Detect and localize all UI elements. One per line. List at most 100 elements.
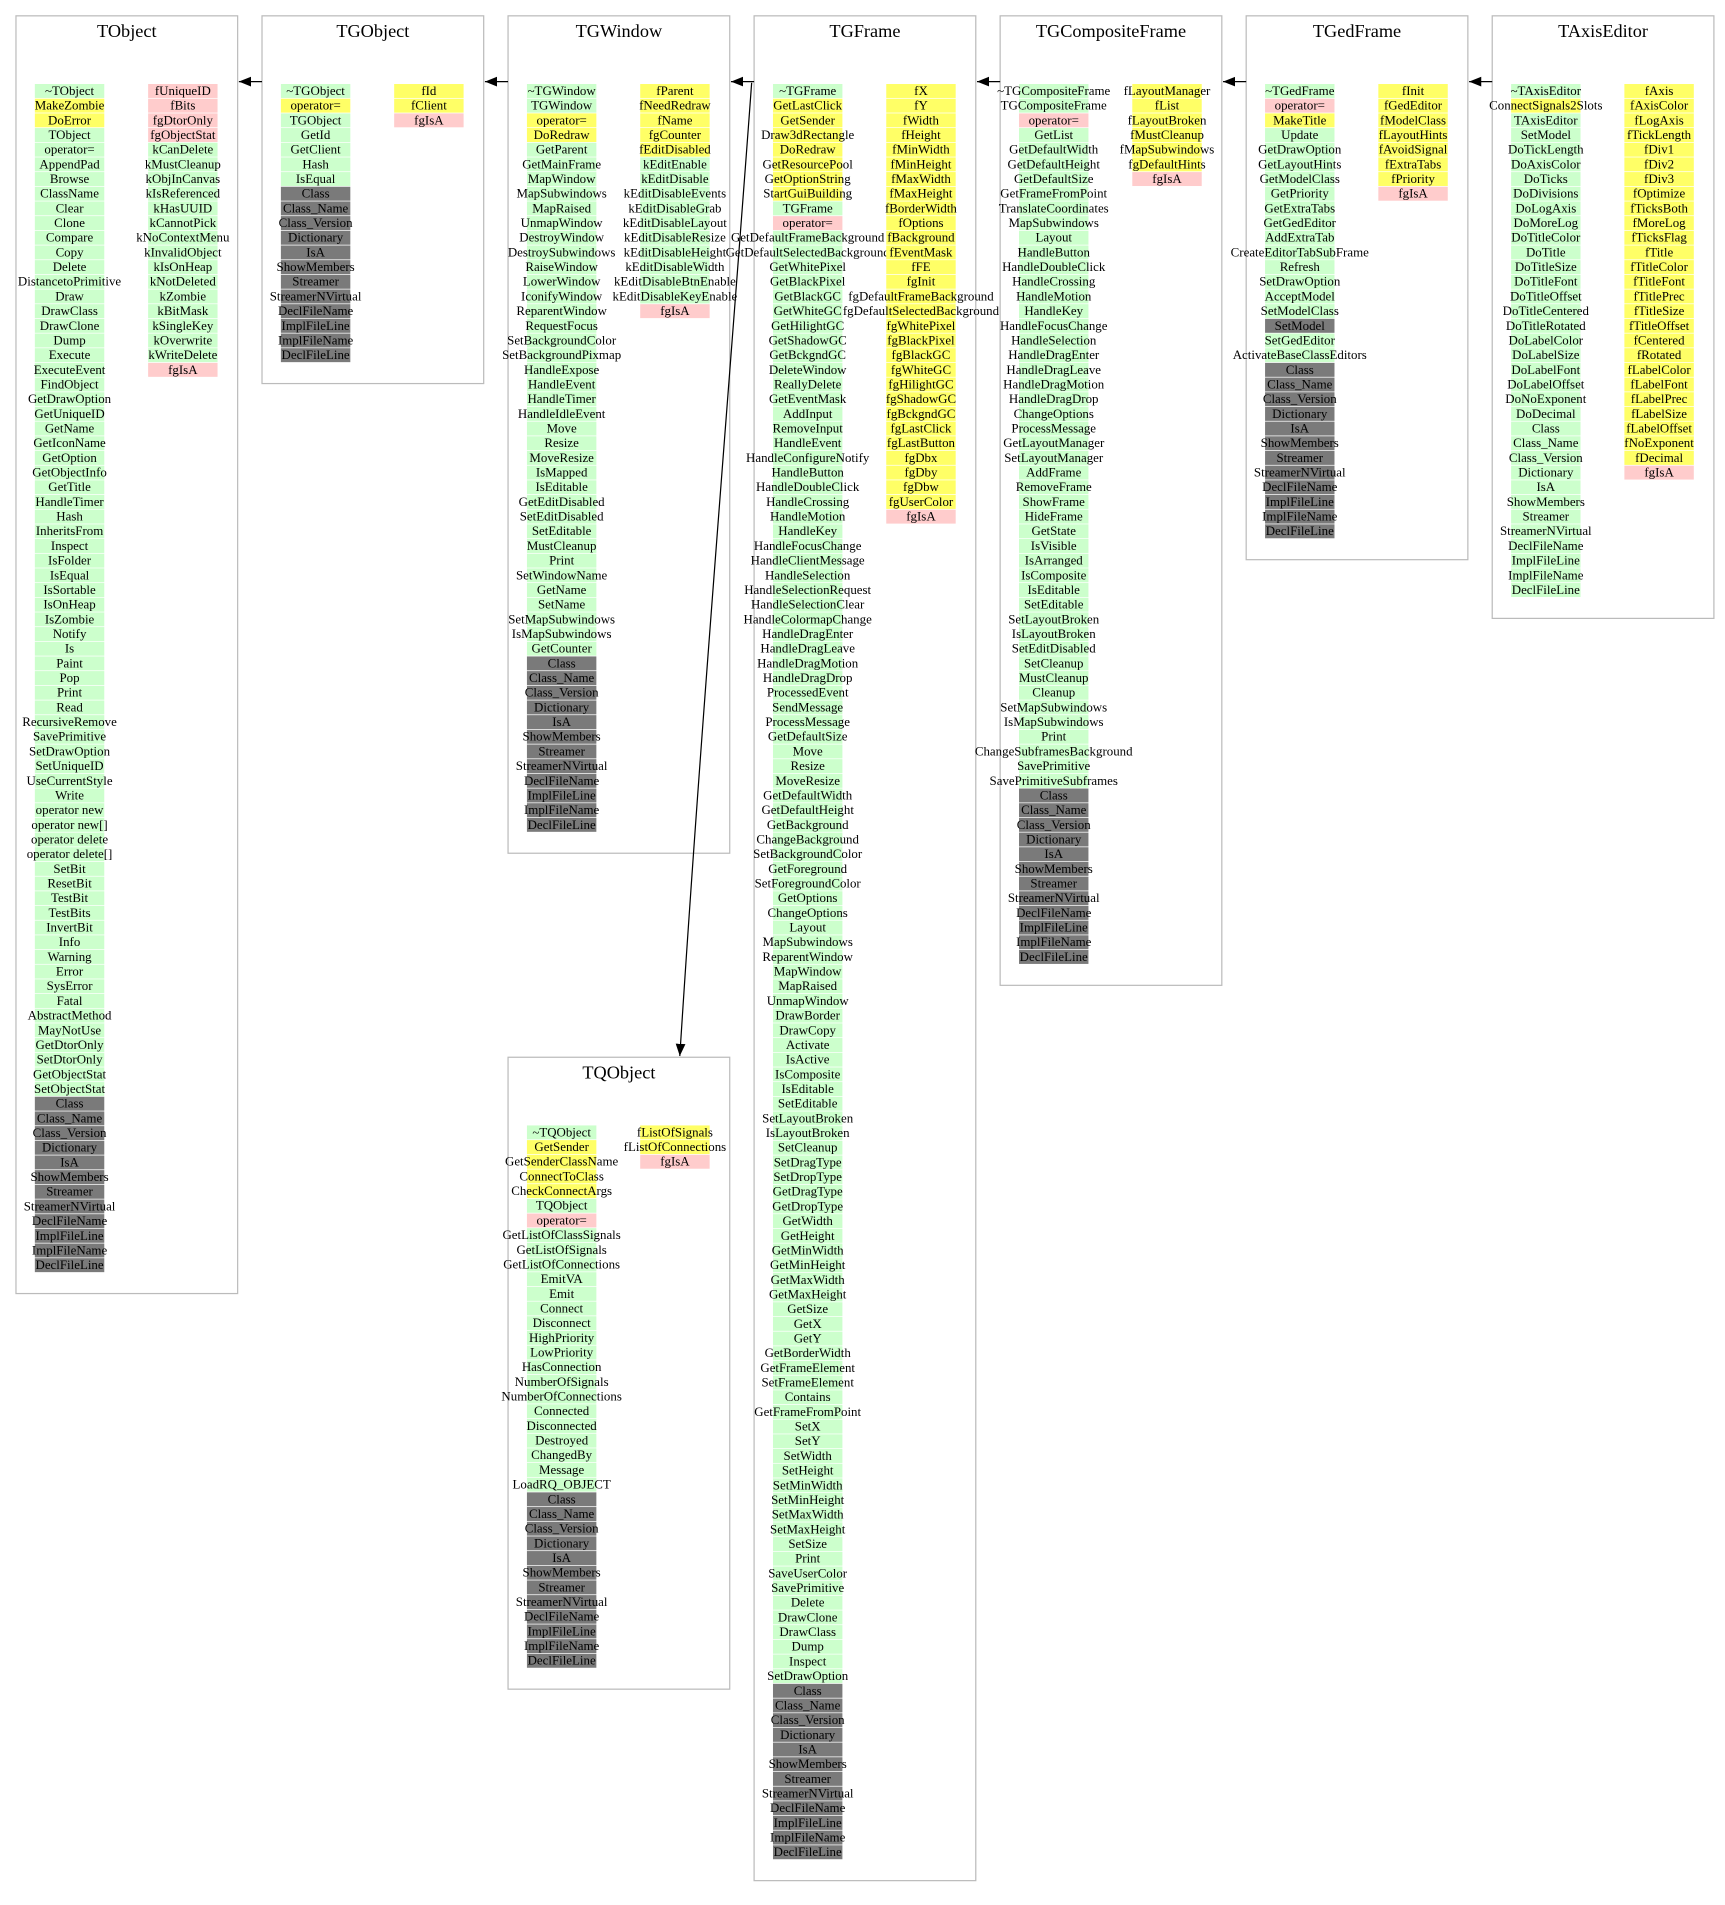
method-name: SetDragType (774, 1154, 842, 1169)
method-cell (34, 788, 105, 803)
method-cell (1511, 465, 1581, 480)
method-name: IsVisible (1031, 538, 1077, 553)
method-cell (772, 1815, 843, 1830)
member-cell (886, 113, 956, 128)
member-cell (886, 289, 956, 304)
method-name: Cleanup (1032, 685, 1075, 700)
method-cell (526, 436, 597, 451)
method-name: ImplFileName (1016, 934, 1092, 949)
method-name: Paint (56, 655, 83, 670)
method-name: IsEditable (1028, 582, 1081, 597)
method-cell (1019, 216, 1089, 231)
method-cell (34, 377, 105, 392)
method-cell (526, 157, 597, 172)
method-cell (1019, 744, 1089, 759)
method-cell (526, 1345, 597, 1360)
member-cell (640, 230, 710, 245)
method-name: Destroyed (535, 1433, 589, 1448)
member-name: fLabelOffset (1626, 421, 1692, 436)
member-cell (640, 142, 710, 157)
member-name: kEditEnable (643, 156, 707, 171)
method-name: Read (56, 699, 83, 714)
member-name: kCanDelete (152, 142, 213, 157)
method-cell (1019, 406, 1089, 421)
method-name: DeclFileName (524, 773, 600, 788)
member-name: fDecimal (1635, 450, 1683, 465)
method-cell (1511, 539, 1581, 553)
method-cell (772, 1683, 843, 1698)
method-cell (34, 84, 105, 98)
method-cell (34, 949, 105, 964)
method-name: IsA (1290, 421, 1309, 436)
method-name: GetShadowGC (769, 332, 847, 347)
member-name: fgCounter (649, 127, 702, 142)
method-name: GetDefaultWidth (763, 787, 853, 802)
method-name: Class_Name (529, 670, 595, 685)
method-name: FindObject (41, 376, 99, 391)
method-cell (772, 1243, 843, 1258)
method-cell (772, 1316, 843, 1331)
method-cell (34, 832, 105, 847)
method-name: HandleSelection (1011, 332, 1097, 347)
method-name: HandleCrossing (1012, 274, 1096, 289)
method-name: Delete (791, 1595, 825, 1610)
method-cell (772, 1478, 843, 1493)
member-cell (148, 216, 218, 231)
member-cell (394, 98, 464, 113)
member-cell (1378, 128, 1448, 142)
member-name: fgLastClick (890, 421, 951, 436)
method-name: GetWhiteGC (774, 303, 842, 318)
method-cell (526, 480, 597, 495)
method-cell (526, 700, 597, 715)
member-name: fAvoidSignal (1379, 142, 1448, 157)
method-cell (1265, 421, 1335, 436)
method-name: UseCurrentStyle (27, 773, 113, 788)
member-cell (640, 157, 710, 172)
method-name: ExecuteEvent (34, 362, 106, 377)
method-cell (772, 1742, 843, 1757)
method-cell (1019, 392, 1089, 407)
member-cell (886, 421, 956, 436)
member-name: fDiv1 (1644, 142, 1674, 157)
member-cell (1132, 142, 1202, 157)
method-name: UnmapWindow (767, 993, 850, 1008)
member-cell (1624, 421, 1694, 436)
method-cell (1265, 289, 1335, 304)
method-name: GetListOfSignals (516, 1242, 606, 1257)
member-name: fTitle (1645, 244, 1673, 259)
method-cell (526, 84, 597, 98)
method-cell (34, 1228, 105, 1243)
member-name: kNoContextMenu (136, 230, 230, 245)
method-name: ChangeOptions (768, 905, 848, 920)
method-cell (280, 113, 351, 128)
method-cell (1019, 641, 1089, 656)
method-name: ImplFileLine (1020, 920, 1088, 935)
method-name: HandleTimer (35, 494, 104, 509)
method-name: GetHeight (781, 1228, 835, 1243)
method-name: DeclFileName (1508, 538, 1584, 553)
method-cell (772, 568, 843, 583)
member-cell (148, 172, 218, 187)
method-name: DoNoExponent (1505, 391, 1586, 406)
method-cell (772, 1140, 843, 1155)
method-name: Hash (302, 156, 329, 171)
method-name: DrawBorder (775, 1008, 840, 1023)
method-name: SetX (795, 1419, 821, 1434)
member-name: kBitMask (157, 303, 208, 318)
member-name: fBits (170, 98, 195, 113)
method-name: RequestFocus (525, 318, 597, 333)
method-cell (772, 1493, 843, 1507)
method-name: ShowMembers (277, 259, 355, 274)
method-cell (34, 979, 105, 994)
method-cell (526, 216, 597, 231)
member-cell (886, 450, 956, 465)
method-cell (1265, 348, 1335, 363)
method-name: Class (1532, 421, 1560, 436)
member-name: fBackground (887, 230, 955, 245)
method-name: ReallyDelete (774, 376, 842, 391)
method-name: Dump (792, 1639, 824, 1654)
method-name: SetCleanup (1024, 655, 1084, 670)
method-cell (772, 671, 843, 686)
member-cell (640, 216, 710, 231)
method-cell (1019, 157, 1089, 172)
